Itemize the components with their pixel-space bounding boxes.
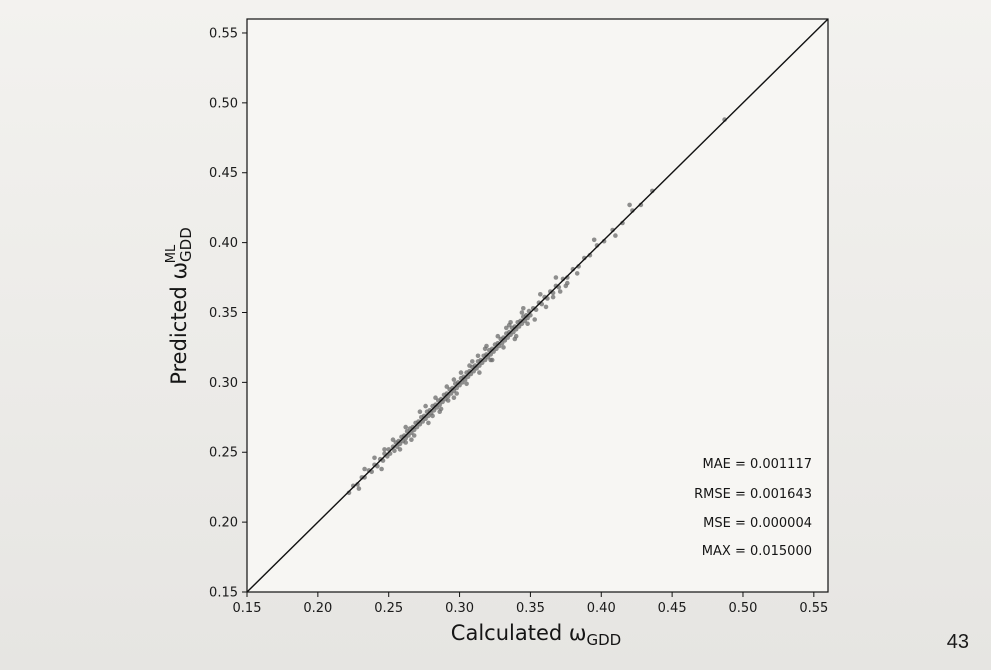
statistics-box: MAE = 0.001117 RMSE = 0.001643 MSE = 0.0… — [694, 457, 812, 559]
plot-frame — [246, 18, 829, 593]
data-point — [423, 403, 428, 409]
x-tick-label: 0.40 — [587, 601, 616, 616]
stat-mse: MSE = 0.000004 — [703, 516, 812, 531]
y-axis-label-superscript: ML — [164, 244, 179, 263]
data-point — [372, 455, 377, 461]
data-point — [508, 320, 513, 325]
y-axis-label-subscript: GDD — [177, 227, 195, 262]
data-point — [437, 409, 443, 415]
data-point — [411, 433, 417, 438]
data-point — [451, 377, 457, 382]
x-axis-label-subscript: GDD — [586, 631, 621, 649]
data-point — [525, 321, 530, 327]
stat-mae: MAE = 0.001117 — [702, 457, 812, 472]
y-tick-label: 0.25 — [209, 446, 238, 461]
stat-max: MAX = 0.015000 — [702, 544, 812, 559]
data-point — [543, 304, 549, 310]
y-tick-label: 0.55 — [209, 26, 238, 41]
y-tick-label: 0.30 — [209, 376, 238, 391]
data-point — [501, 345, 506, 350]
data-point — [417, 409, 423, 415]
data-point — [550, 294, 556, 300]
data-point — [392, 448, 397, 454]
page-number: 43 — [946, 631, 969, 653]
data-point — [574, 271, 580, 276]
data-point — [445, 398, 451, 403]
data-point — [519, 310, 525, 315]
data-point — [489, 357, 495, 363]
data-point — [470, 359, 475, 364]
data-point — [382, 447, 387, 452]
data-point — [433, 395, 438, 401]
stat-rmse: RMSE = 0.001643 — [694, 487, 812, 502]
data-point — [538, 292, 543, 297]
data-point — [430, 413, 435, 419]
data-point — [390, 437, 396, 443]
y-tick-label: 0.35 — [209, 306, 238, 321]
data-point — [464, 381, 469, 387]
data-point — [467, 363, 472, 368]
data-point — [475, 353, 481, 359]
x-tick-label: 0.30 — [445, 601, 474, 616]
x-axis-label: Calculated ωGDD — [451, 621, 621, 649]
y-tick-label: 0.50 — [209, 96, 238, 111]
data-point — [458, 370, 464, 375]
x-tick-label: 0.55 — [799, 601, 828, 616]
data-point — [512, 336, 518, 342]
y-axis-ticks: 0.15 0.20 0.25 0.30 0.35 0.40 0.45 0.50 0.55 — [209, 26, 247, 601]
data-point — [477, 370, 482, 375]
data-point — [409, 437, 414, 443]
y-tick-label: 0.40 — [209, 236, 238, 251]
data-point — [426, 420, 431, 426]
data-point — [362, 466, 367, 472]
data-point — [454, 391, 460, 396]
y-axis-label-main: Predicted ω — [167, 262, 191, 385]
data-point — [495, 333, 501, 339]
y-tick-label: 0.20 — [209, 516, 238, 531]
data-point — [403, 440, 409, 445]
data-point — [553, 275, 559, 280]
data-point — [356, 486, 362, 491]
x-axis-ticks: 0.15 0.20 0.25 0.30 0.35 0.40 0.45 0.50 0.55 — [233, 592, 828, 616]
data-point — [627, 202, 632, 208]
x-tick-label: 0.50 — [728, 601, 757, 616]
y-axis-label: Predicted ωGDDML — [164, 227, 195, 385]
x-tick-label: 0.25 — [374, 601, 403, 616]
reference-line-y-equals-x — [246, 18, 829, 593]
y-tick-label: 0.45 — [209, 166, 238, 181]
data-point — [504, 325, 509, 331]
data-point — [557, 289, 563, 294]
data-point — [451, 395, 457, 401]
x-tick-label: 0.15 — [233, 601, 262, 616]
data-point — [484, 343, 489, 349]
data-point — [379, 466, 384, 472]
x-tick-label: 0.45 — [658, 601, 687, 616]
data-point — [613, 233, 618, 238]
data-point — [563, 283, 569, 289]
x-axis-label-main: Calculated ω — [451, 621, 587, 645]
data-point — [521, 306, 526, 311]
data-point — [591, 237, 597, 243]
x-tick-label: 0.20 — [303, 601, 332, 616]
y-tick-label: 0.15 — [209, 586, 238, 601]
data-point — [397, 447, 403, 452]
x-tick-label: 0.35 — [516, 601, 545, 616]
data-point — [403, 424, 409, 430]
data-point — [444, 384, 450, 389]
data-point — [532, 317, 537, 322]
